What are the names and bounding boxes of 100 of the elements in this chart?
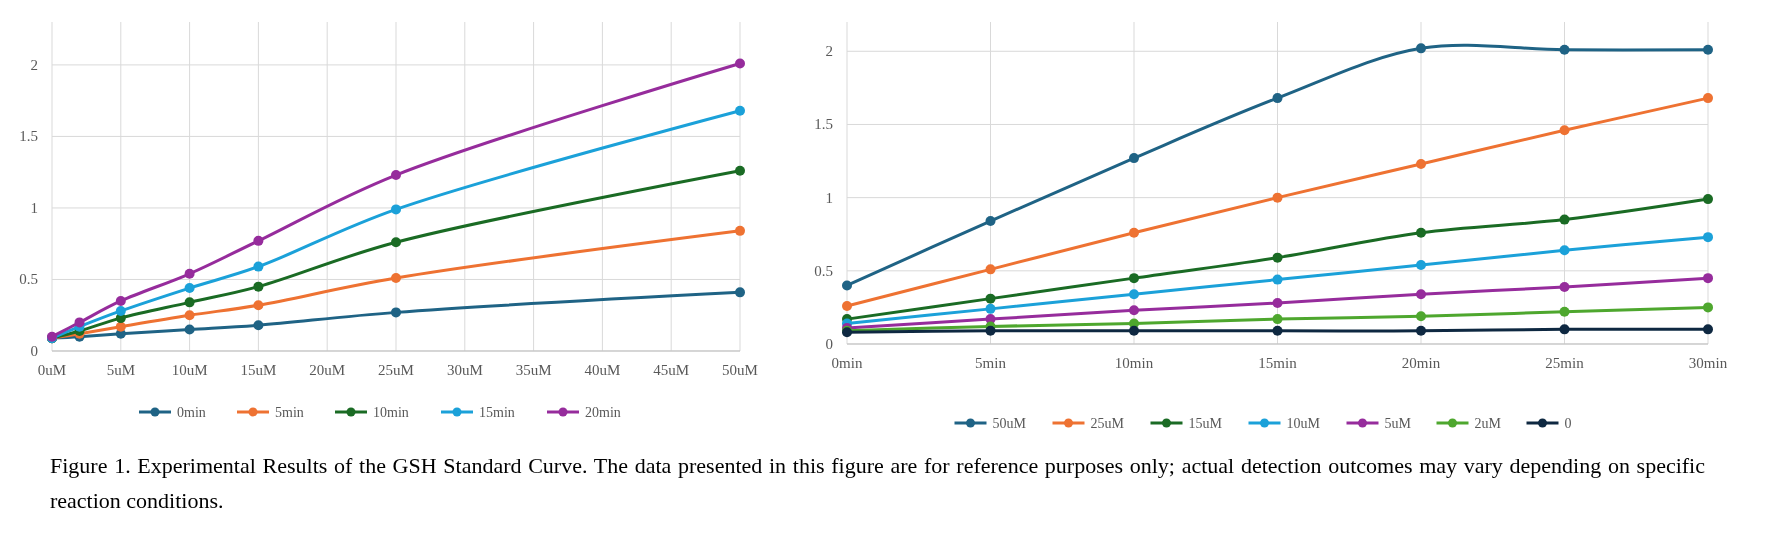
- point: [391, 204, 401, 215]
- point: [1416, 325, 1426, 336]
- point: [1416, 158, 1426, 169]
- x-tick-label: 15min: [1258, 355, 1298, 371]
- point: [1416, 227, 1426, 238]
- legend-label: 10uM: [1286, 416, 1321, 431]
- x-tick-label: 35uM: [515, 362, 552, 378]
- point: [735, 287, 745, 298]
- point: [1703, 93, 1713, 104]
- x-tick-label: 0uM: [37, 362, 67, 378]
- y-tick-label: 2: [825, 43, 833, 60]
- point: [1129, 325, 1139, 336]
- point: [1416, 43, 1426, 54]
- x-tick-label: 20uM: [309, 362, 346, 378]
- point: [1559, 44, 1570, 55]
- point: [1129, 153, 1139, 164]
- point: [391, 237, 401, 248]
- y-tick-label: 1: [825, 189, 833, 206]
- x-tick-label: 0min: [831, 355, 863, 371]
- legend-label: 2uM: [1474, 416, 1502, 431]
- caption: Figure 1. Experimental Results of the GSH Standard Curve. The data presented in this figure are for reference purposes only; actual detection outcomes may vary depending on specific reaction conditions.: [50, 452, 1705, 515]
- point: [253, 320, 264, 331]
- point: [1272, 325, 1283, 336]
- y-tick-label: 0: [30, 343, 38, 359]
- point: [1129, 273, 1139, 284]
- point: [735, 105, 745, 116]
- point: [184, 310, 195, 321]
- point: [184, 324, 195, 335]
- point: [1272, 314, 1283, 325]
- legend-label: 0min: [177, 405, 206, 420]
- y-tick-label: 1: [30, 199, 38, 216]
- y-tick-label: 2: [30, 56, 38, 73]
- x-tick-label: 40uM: [584, 362, 621, 378]
- point: [1272, 274, 1283, 285]
- point: [1559, 214, 1570, 225]
- point: [1272, 252, 1283, 263]
- legend-label: 20min: [585, 405, 621, 420]
- point: [253, 261, 264, 272]
- legend-label: 10min: [373, 405, 409, 420]
- x-tick-label: 5uM: [106, 362, 135, 378]
- point: [985, 293, 996, 304]
- x-tick-label: 20min: [1401, 355, 1441, 371]
- point: [1129, 289, 1139, 300]
- x-tick-label: 10min: [1114, 355, 1154, 371]
- point: [1703, 194, 1713, 205]
- point: [115, 295, 126, 306]
- point: [253, 281, 264, 292]
- legend-label: 5min: [275, 405, 304, 420]
- x-tick-label: 5min: [975, 355, 1007, 371]
- point: [391, 307, 401, 318]
- point: [842, 280, 852, 291]
- point: [391, 273, 401, 284]
- x-tick-label: 25uM: [378, 362, 414, 378]
- point: [253, 235, 264, 246]
- point: [115, 305, 126, 316]
- point: [735, 225, 745, 236]
- point: [1272, 192, 1283, 203]
- point: [184, 297, 195, 308]
- point: [1559, 281, 1570, 292]
- x-tick-label: 45uM: [653, 362, 690, 378]
- x-tick-label: 30uM: [446, 362, 483, 378]
- point: [1559, 245, 1570, 256]
- point: [1272, 298, 1283, 309]
- point: [1559, 125, 1570, 136]
- y-tick-label: 0.5: [19, 271, 38, 288]
- y-tick-label: 0.5: [814, 262, 833, 279]
- point: [1703, 232, 1713, 243]
- point: [1129, 305, 1139, 316]
- point: [391, 170, 401, 181]
- point: [1703, 324, 1713, 335]
- point: [1559, 306, 1570, 317]
- point: [1559, 324, 1570, 335]
- legend-label: 5uM: [1384, 416, 1412, 431]
- point: [184, 268, 195, 279]
- legend-label: 15min: [479, 405, 515, 420]
- point: [985, 303, 996, 314]
- point: [1703, 302, 1713, 313]
- point: [1272, 93, 1283, 104]
- point: [74, 317, 85, 328]
- legend-label: 15uM: [1188, 416, 1223, 431]
- point: [1129, 227, 1139, 238]
- point: [115, 321, 126, 332]
- x-tick-label: 30min: [1688, 355, 1728, 371]
- point: [1416, 259, 1426, 270]
- point: [1416, 311, 1426, 322]
- point: [735, 58, 745, 69]
- legend-label: 50uM: [992, 416, 1027, 431]
- point: [985, 325, 996, 336]
- legend-label: 0: [1564, 416, 1572, 431]
- point: [1703, 273, 1713, 284]
- y-tick-label: 1.5: [814, 116, 833, 133]
- point: [842, 300, 852, 311]
- x-tick-label: 25min: [1545, 355, 1585, 371]
- point: [1703, 44, 1713, 55]
- x-tick-label: 10uM: [171, 362, 208, 378]
- y-tick-label: 1.5: [19, 128, 38, 145]
- point: [985, 216, 996, 227]
- point: [985, 264, 996, 275]
- y-tick-label: 0: [825, 336, 833, 352]
- point: [184, 283, 195, 294]
